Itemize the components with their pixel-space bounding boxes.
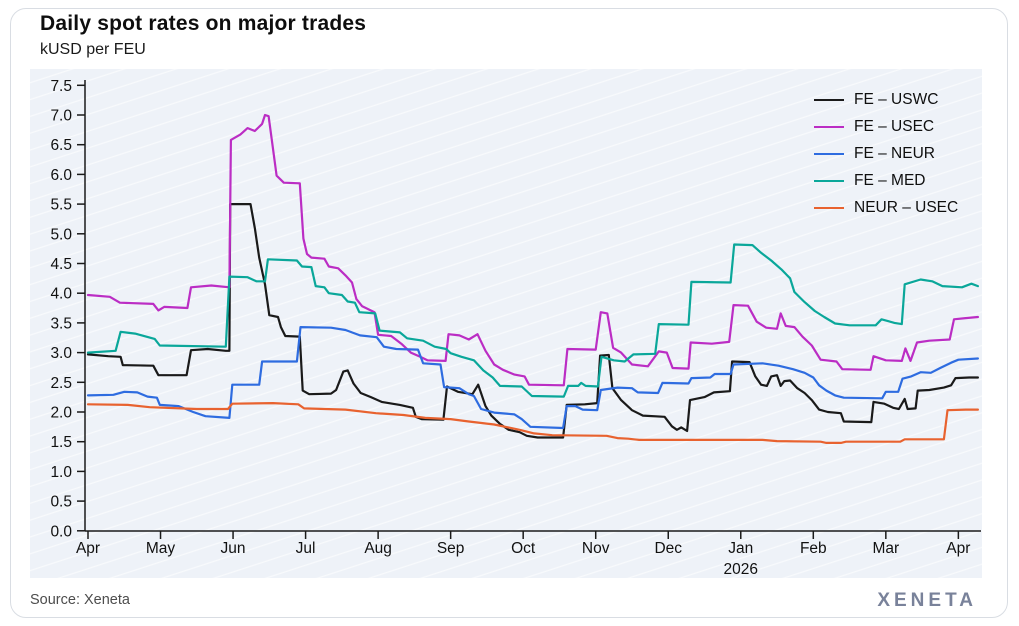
legend-item-fe-med: FE – MED <box>814 167 958 194</box>
legend-item-fe-uswc: FE – USWC <box>814 86 958 113</box>
y-tick-label: 3.5 <box>50 315 72 332</box>
y-tick-label: 7.0 <box>50 108 72 125</box>
x-tick-label: Jan <box>728 540 753 557</box>
series-line-neur-usec <box>86 402 980 444</box>
legend: FE – USWC FE – USEC FE – NEUR FE – MED NEUR … <box>814 86 958 221</box>
y-tick-label: 1.0 <box>50 464 72 481</box>
series-line-fe-usec <box>86 113 980 387</box>
x-tick-label: May <box>146 540 176 557</box>
x-tick-label: Oct <box>511 540 536 557</box>
legend-item-neur-usec: NEUR – USEC <box>814 194 958 221</box>
legend-item-fe-usec: FE – USEC <box>814 113 958 140</box>
x-tick-label: Feb <box>800 540 827 557</box>
y-tick-label: 6.5 <box>50 137 72 154</box>
x-tick-label: Apr <box>946 540 970 557</box>
y-tick-label: 6.0 <box>50 167 72 184</box>
chart-subtitle: kUSD per FEU <box>40 41 146 58</box>
legend-swatch <box>814 206 844 209</box>
y-tick-label: 7.5 <box>50 78 72 95</box>
series-line-fe-med <box>86 243 980 398</box>
legend-label: NEUR – USEC <box>854 198 959 216</box>
series-line-fe-neur <box>86 326 980 430</box>
y-tick-label: 0.5 <box>50 494 72 511</box>
x-tick-label: Nov <box>582 540 610 557</box>
x-tick-label: Sep <box>437 540 465 557</box>
legend-label: FE – MED <box>854 171 926 189</box>
legend-label: FE – NEUR <box>854 144 935 162</box>
x-tick-label: Apr <box>76 540 100 557</box>
x-year-label: 2026 <box>724 561 758 578</box>
legend-label: FE – USEC <box>854 117 935 135</box>
legend-swatch <box>814 152 844 155</box>
legend-swatch <box>814 125 844 128</box>
legend-swatch <box>814 179 844 182</box>
y-tick-label: 0.0 <box>50 523 72 540</box>
legend-item-fe-neur: FE – NEUR <box>814 140 958 167</box>
legend-label: FE – USWC <box>854 90 939 108</box>
x-tick-label: Mar <box>872 540 899 557</box>
y-tick-label: 1.5 <box>50 434 72 451</box>
y-tick-label: 4.5 <box>50 256 72 273</box>
legend-swatch <box>814 98 844 101</box>
y-tick-label: 5.5 <box>50 197 72 214</box>
x-tick-label: Jun <box>221 540 246 557</box>
y-tick-label: 5.0 <box>50 226 72 243</box>
source-label: Source: Xeneta <box>30 592 130 608</box>
chart-title: Daily spot rates on major trades <box>40 12 367 35</box>
y-tick-label: 3.0 <box>50 345 72 362</box>
brand-logo: XENETA <box>877 590 977 611</box>
x-tick-label: Dec <box>654 540 682 557</box>
series-line-fe-uswc <box>86 203 980 439</box>
x-tick-label: Aug <box>364 540 392 557</box>
y-tick-label: 4.0 <box>50 286 72 303</box>
y-tick-label: 2.0 <box>50 405 72 422</box>
x-tick-label: Jul <box>296 540 316 557</box>
y-tick-label: 2.5 <box>50 375 72 392</box>
